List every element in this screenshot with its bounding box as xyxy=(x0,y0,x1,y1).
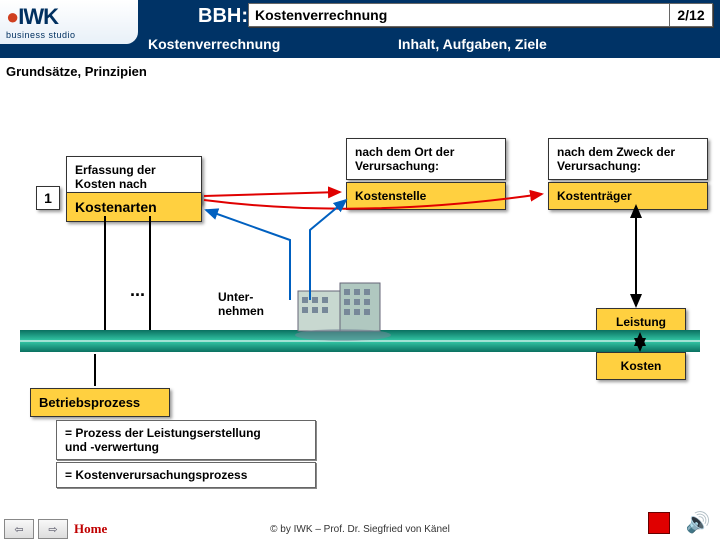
kostenarten-box: Kostenarten xyxy=(66,192,202,222)
sub-left: Kostenverrechnung xyxy=(148,36,280,52)
building-icon xyxy=(288,273,398,343)
footer: ⇦ ⇨ Home © by IWK – Prof. Dr. Siegfried … xyxy=(0,518,720,540)
kostenstelle-box: Kostenstelle xyxy=(346,182,506,210)
kosten-box: Kosten xyxy=(596,352,686,380)
next-button[interactable]: ⇨ xyxy=(38,519,68,539)
page-indicator: 2/12 xyxy=(669,3,713,27)
red-square-icon[interactable] xyxy=(648,512,670,534)
sub-right: Inhalt, Aufgaben, Ziele xyxy=(398,36,547,52)
prev-button[interactable]: ⇦ xyxy=(4,519,34,539)
kostentraeger-box: Kostenträger xyxy=(548,182,708,210)
title-box: Kostenverrechnung xyxy=(248,3,678,27)
bbh-label: BBH: xyxy=(198,5,248,28)
num-1-box: 1 xyxy=(36,186,60,210)
betriebsprozess-box: Betriebsprozess xyxy=(30,388,170,417)
definition-1: = Prozess der Leistungserstellung und -v… xyxy=(56,420,316,460)
home-button[interactable]: Home xyxy=(74,521,107,537)
logo-subtitle: business studio xyxy=(6,30,132,40)
header-bar: ●IWK business studio BBH: Kostenverrechn… xyxy=(0,0,720,58)
zweck-box: nach dem Zweck der Verursachung: xyxy=(548,138,708,180)
logo: ●IWK business studio xyxy=(0,0,138,44)
unternehmen-label: Unter- nehmen xyxy=(218,290,264,319)
logo-text: ●IWK xyxy=(6,4,132,30)
ellipsis: ... xyxy=(130,280,145,301)
ort-box: nach dem Ort der Verursachung: xyxy=(346,138,506,180)
section-label: Grundsätze, Prinzipien xyxy=(6,64,147,79)
speaker-icon[interactable]: 🔊 xyxy=(684,508,712,536)
definition-2: = Kostenverursachungsprozess xyxy=(56,462,316,488)
copyright: © by IWK – Prof. Dr. Siegfried von Känel xyxy=(270,524,450,535)
